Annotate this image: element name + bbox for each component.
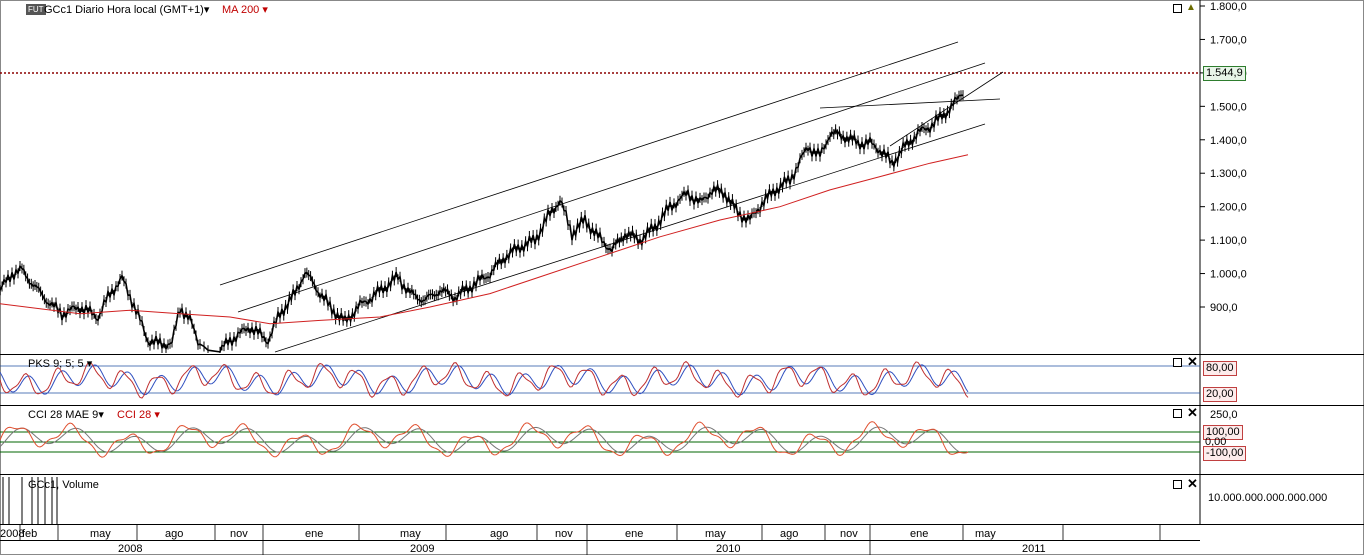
- x-month-label: feb: [22, 528, 37, 540]
- y-tick-label: 1.200,0: [1210, 202, 1247, 214]
- x-year-label: 2008: [118, 543, 142, 555]
- pks-title-text: PKS 9; 5; 5: [28, 358, 84, 370]
- y-tick-label: 1.300,0: [1210, 168, 1247, 180]
- pks-signal-line: [0, 364, 969, 396]
- chart-title-text: GCc1 Diario Hora local (GMT+1): [44, 4, 204, 16]
- x-month-label: 2008: [0, 528, 24, 540]
- cci-maximize-button[interactable]: [1173, 409, 1182, 418]
- pks-level-80-badge: 80,00: [1203, 361, 1237, 376]
- pks-oscillator: [0, 360, 969, 399]
- last-price-badge: 1.544,9: [1203, 66, 1246, 81]
- channel-middle-line: [237, 62, 986, 313]
- y-tick-label: 1.700,0: [1210, 34, 1247, 46]
- x-month-label: may: [90, 528, 111, 540]
- cci-oscillator: [0, 421, 969, 458]
- y-tick-label: 1.000,0: [1210, 269, 1247, 281]
- x-month-label: ene: [305, 528, 323, 540]
- channel-lower-line: [274, 123, 986, 353]
- y-tick-label: 1.100,0: [1210, 235, 1247, 247]
- x-month-label: ago: [490, 528, 508, 540]
- cci-close-button[interactable]: ✕: [1187, 405, 1198, 420]
- resistance-line: [819, 98, 1001, 109]
- pks-close-button[interactable]: ✕: [1187, 354, 1198, 369]
- cci-title[interactable]: CCI 28 MAE 9▾: [28, 408, 104, 421]
- volume-title: GCc1, Volume: [28, 479, 99, 491]
- symbol-badge: FUT: [26, 4, 46, 15]
- volume-close-button[interactable]: ✕: [1187, 476, 1198, 491]
- x-month-label: nov: [555, 528, 573, 540]
- cci-tick-250: 250,0: [1210, 409, 1238, 421]
- pks-level-20-badge: 20,00: [1203, 387, 1237, 402]
- x-month-label: ago: [165, 528, 183, 540]
- ma-overlay-label[interactable]: MA 200 ▾: [222, 3, 268, 16]
- x-month-label: ago: [780, 528, 798, 540]
- x-month-label: may: [400, 528, 421, 540]
- price-line: [0, 94, 964, 353]
- pks-title[interactable]: PKS 9; 5; 5 ▾: [28, 357, 92, 370]
- cci-mae-line: [0, 426, 969, 454]
- main-panel-maximize-button[interactable]: [1173, 4, 1182, 13]
- cci-dropdown-icon[interactable]: ▾: [98, 409, 104, 421]
- cci-level-100-badge: 100,00: [1203, 425, 1243, 440]
- pks-dropdown-icon[interactable]: ▾: [83, 358, 93, 370]
- cci-overlay-dropdown-icon[interactable]: ▾: [154, 409, 160, 421]
- channel-upper-line: [219, 41, 959, 286]
- ma-series: [0, 154, 969, 325]
- x-month-label: ene: [625, 528, 643, 540]
- trend-lines: [219, 41, 1004, 353]
- y-axis-ticks: 1.800,01.700,01.600,01.500,01.400,01.300…: [1200, 1, 1247, 314]
- x-year-label: 2011: [1022, 543, 1046, 555]
- main-panel-scale-icon[interactable]: ▲: [1186, 2, 1196, 13]
- chart-title[interactable]: GCc1 Diario Hora local (GMT+1)▾: [44, 3, 209, 16]
- pks-maximize-button[interactable]: [1173, 358, 1182, 367]
- ma-200-line: [0, 154, 969, 325]
- x-month-label: nov: [230, 528, 248, 540]
- x-month-label: ene: [910, 528, 928, 540]
- pks-main-line: [0, 360, 969, 399]
- x-month-label: may: [705, 528, 726, 540]
- volume-bars: [2, 477, 58, 524]
- cci-overlay-label[interactable]: CCI 28 ▾: [117, 408, 160, 421]
- cci-overlay-text: CCI 28: [117, 409, 152, 421]
- support-line: [889, 71, 1004, 147]
- x-month-label: may: [975, 528, 996, 540]
- volume-tick: 10.000.000.000.000.000: [1208, 492, 1328, 504]
- chart-title-dropdown-icon[interactable]: ▾: [203, 4, 210, 16]
- ma-overlay-text: MA 200: [222, 4, 260, 16]
- y-tick-label: 900,0: [1210, 302, 1238, 314]
- y-tick-label: 1.400,0: [1210, 135, 1247, 147]
- ma-dropdown-icon[interactable]: ▾: [262, 4, 268, 16]
- price-series: [0, 90, 964, 353]
- cci-level-minus100-badge: -100,00: [1203, 446, 1247, 461]
- cci-title-text: CCI 28 MAE 9: [28, 409, 99, 421]
- y-tick-label: 1.800,0: [1210, 1, 1247, 13]
- volume-maximize-button[interactable]: [1173, 480, 1182, 489]
- cci-28-line: [0, 421, 969, 458]
- x-year-label: 2009: [410, 543, 434, 555]
- x-year-label: 2010: [716, 543, 740, 555]
- x-month-label: nov: [840, 528, 858, 540]
- cci-level-0-label: 0,00: [1205, 436, 1227, 448]
- y-tick-label: 1.500,0: [1210, 101, 1247, 113]
- x-axis-separators: [19, 525, 1161, 555]
